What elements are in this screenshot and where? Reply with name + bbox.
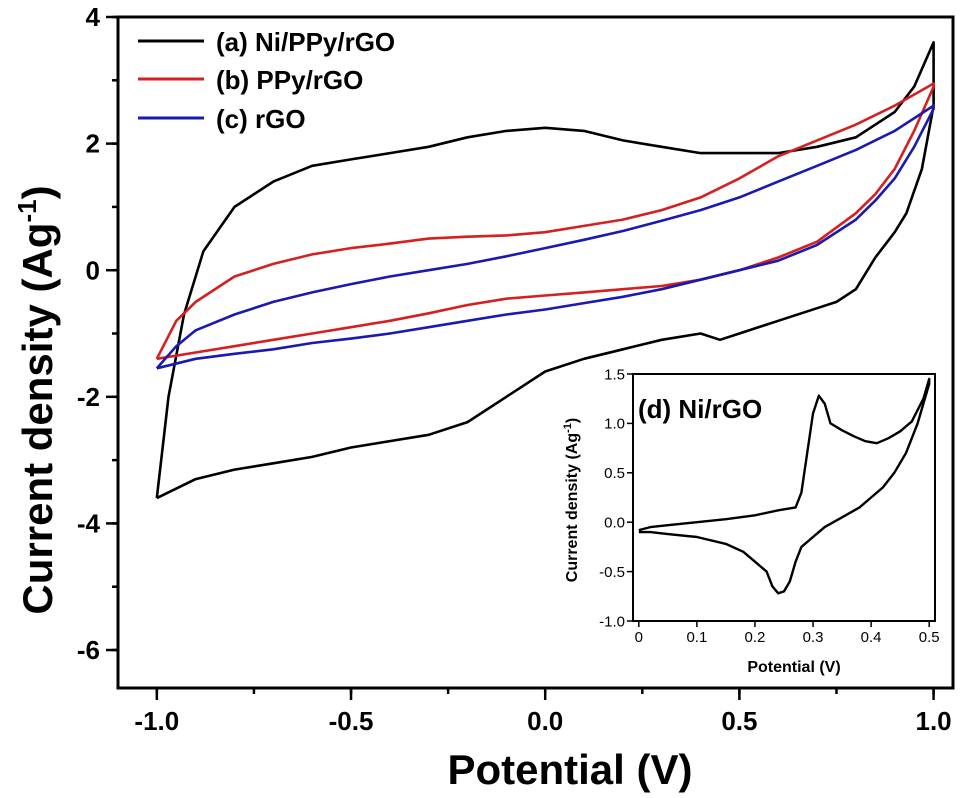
inset-plot-frame [632,373,936,622]
legend-label-b: (b) PPy/rGO [216,65,363,95]
inset-x-tick-label: 0 [635,629,643,646]
inset-series-group [638,377,931,595]
inset-axis-ticks: 0 0.1 0.2 0.3 0.4 0.5 -1.0 -0.5 0.0 0.5 1.0 1.5 [599,366,939,646]
main-axis-ticks: -1.0 -0.5 0.0 0.5 1.0 -6 -4 -2 0 2 4 [77,2,952,736]
inset-x-tick-label: 0.4 [861,629,882,646]
main-series-line-2 [155,104,935,370]
main-x-tick-label: -0.5 [329,706,374,736]
main-y-tick-label: -2 [77,382,100,412]
inset-background [633,374,935,621]
y-axis-title: Current density (Ag-1) [12,185,61,614]
inset-x-axis-title: Potential (V) [747,659,840,676]
inset-y-tick-label: -1.0 [599,613,625,630]
inset-x-tick-label: 0.1 [686,629,707,646]
inset-x-tick-label: 0.5 [919,629,940,646]
main-plot-frame [116,15,955,690]
legend-label-a: (a) Ni/PPy/rGO [216,27,395,57]
main-series-line-0 [155,40,935,500]
main-y-tick-label: 4 [86,2,101,32]
main-series-group [155,40,935,500]
inset-annotation: (d) Ni/rGO [638,394,762,424]
main-series-line-1 [155,82,935,361]
main-y-tick-label: -4 [77,509,101,539]
main-y-tick-label: 2 [86,129,100,159]
inset-y-tick-label: 1.5 [604,366,625,383]
main-x-tick-label: 0.0 [527,706,563,736]
inset-y-tick-label: 0.0 [604,514,625,531]
legend: (a) Ni/PPy/rGO (b) PPy/rGO (c) rGO [138,27,395,134]
main-x-tick-label: -1.0 [134,706,179,736]
inset-y-tick-label: 1.0 [604,416,625,433]
inset-y-tick-label: 0.5 [604,465,625,482]
inset-y-axis-title: Current density (Ag-1) [562,418,581,582]
inset-x-tick-label: 0.2 [745,629,766,646]
main-y-tick-label: -6 [77,635,100,665]
x-axis-title: Potential (V) [447,746,692,793]
inset-x-tick-label: 0.3 [803,629,824,646]
main-x-tick-label: 1.0 [916,706,952,736]
inset-y-tick-label: -0.5 [599,564,625,581]
inset-series-line-0 [638,377,931,595]
main-x-tick-label: 0.5 [721,706,757,736]
main-y-tick-label: 0 [86,255,100,285]
legend-label-c: (c) rGO [216,104,306,134]
